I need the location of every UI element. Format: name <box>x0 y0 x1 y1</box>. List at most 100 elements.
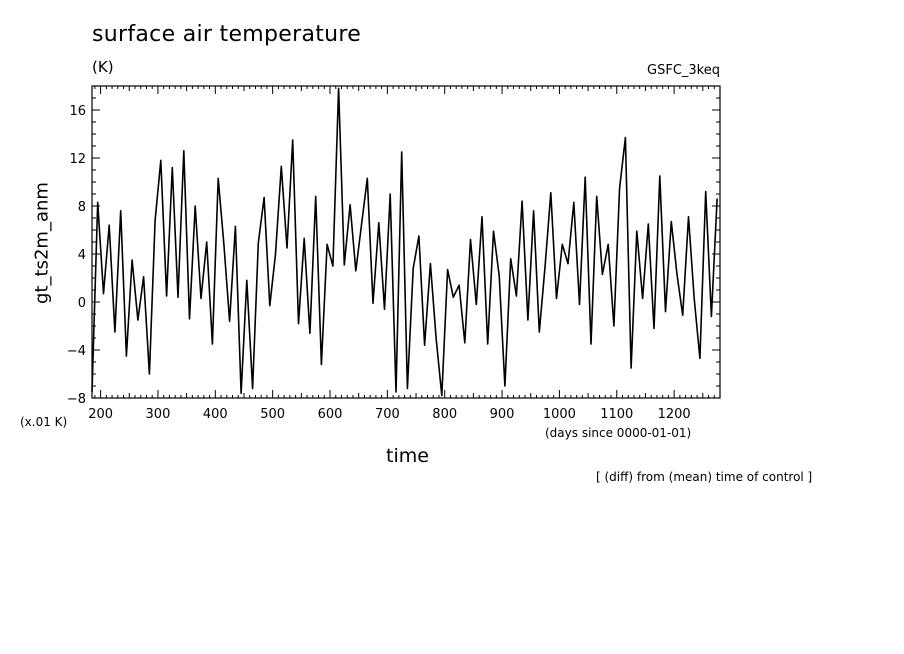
data-point <box>194 205 196 207</box>
data-point <box>596 195 598 197</box>
data-point <box>217 177 219 179</box>
y-tick-label: 16 <box>69 104 86 119</box>
data-point <box>699 357 701 359</box>
data-point <box>533 210 535 212</box>
data-point <box>246 279 248 281</box>
data-point <box>166 295 168 297</box>
y-tick-label: −4 <box>67 344 86 359</box>
data-point <box>315 195 317 197</box>
data-point <box>441 395 443 397</box>
data-point <box>573 201 575 203</box>
data-point <box>131 259 133 261</box>
y-scale-label: (x.01 K) <box>20 415 68 429</box>
data-point <box>114 331 116 333</box>
chart-units: (K) <box>92 58 114 76</box>
data-point <box>716 198 718 200</box>
x-tick-label: 400 <box>203 407 228 422</box>
data-point <box>527 319 529 321</box>
data-point <box>561 243 563 245</box>
data-point <box>544 265 546 267</box>
data-point <box>292 139 294 141</box>
data-point <box>676 273 678 275</box>
x-tick-label: 500 <box>260 407 285 422</box>
run-label: GSFC_3keq <box>647 63 720 78</box>
data-point <box>475 303 477 305</box>
data-point <box>286 247 288 249</box>
data-point <box>280 165 282 167</box>
data-point <box>349 204 351 206</box>
y-tick-label: 8 <box>78 200 86 215</box>
data-point <box>143 276 145 278</box>
data-point <box>171 167 173 169</box>
data-point <box>447 269 449 271</box>
data-point <box>567 263 569 265</box>
data-point <box>705 191 707 193</box>
data-point <box>378 222 380 224</box>
data-point <box>383 308 386 310</box>
data-point <box>418 235 420 237</box>
data-point <box>269 305 271 307</box>
data-point <box>630 367 632 369</box>
data-point <box>183 150 185 152</box>
data-point <box>326 243 328 245</box>
data-point <box>229 320 231 322</box>
data-point <box>223 243 225 245</box>
data-point <box>550 192 552 194</box>
data-point <box>234 225 236 227</box>
data-point <box>177 296 179 298</box>
data-point <box>619 187 621 189</box>
data-point <box>338 87 340 89</box>
x-unit-label: (days since 0000-01-01) <box>545 426 692 440</box>
data-point <box>653 327 655 329</box>
data-point <box>412 267 414 269</box>
plot-frame <box>91 85 721 399</box>
data-point <box>429 263 431 265</box>
data-point <box>372 302 374 304</box>
data-point <box>710 315 713 317</box>
x-axis-label: time <box>386 445 429 467</box>
data-point <box>510 258 512 260</box>
data-point <box>97 201 99 203</box>
data-point <box>303 237 305 239</box>
data-point <box>504 385 506 387</box>
data-point <box>211 343 213 345</box>
data-point <box>487 343 489 345</box>
data-point <box>624 137 627 139</box>
data-point <box>687 216 690 218</box>
data-point <box>395 391 397 393</box>
series-line <box>91 87 718 397</box>
data-point <box>137 319 139 321</box>
x-tick-label: 200 <box>88 407 113 422</box>
data-point <box>332 265 334 267</box>
data-point <box>464 342 466 344</box>
data-point <box>670 221 672 223</box>
data-point <box>200 297 202 299</box>
data-point <box>452 296 454 298</box>
data-point <box>693 297 695 299</box>
data-point <box>458 284 460 286</box>
data-point <box>263 197 265 199</box>
data-point <box>355 270 357 272</box>
data-point <box>613 325 615 327</box>
data-point <box>682 314 684 316</box>
data-point <box>108 224 110 226</box>
x-tick-label: 1000 <box>543 407 576 422</box>
data-point <box>584 176 586 178</box>
data-point <box>154 219 156 221</box>
data-point <box>538 331 540 333</box>
data-point <box>424 344 426 346</box>
data-point <box>590 343 592 345</box>
data-point <box>498 275 500 277</box>
data-point <box>647 223 649 225</box>
y-tick-label: −8 <box>67 392 86 407</box>
data-point <box>555 297 558 299</box>
data-point <box>401 151 403 153</box>
data-point <box>578 303 581 305</box>
data-point <box>297 323 300 325</box>
data-point <box>492 230 495 232</box>
data-point <box>406 387 408 389</box>
data-point <box>361 223 363 225</box>
footnote: [ (diff) from (mean) time of control ] <box>596 470 813 484</box>
y-tick-label: 0 <box>78 296 86 311</box>
x-tick-label: 600 <box>318 407 343 422</box>
